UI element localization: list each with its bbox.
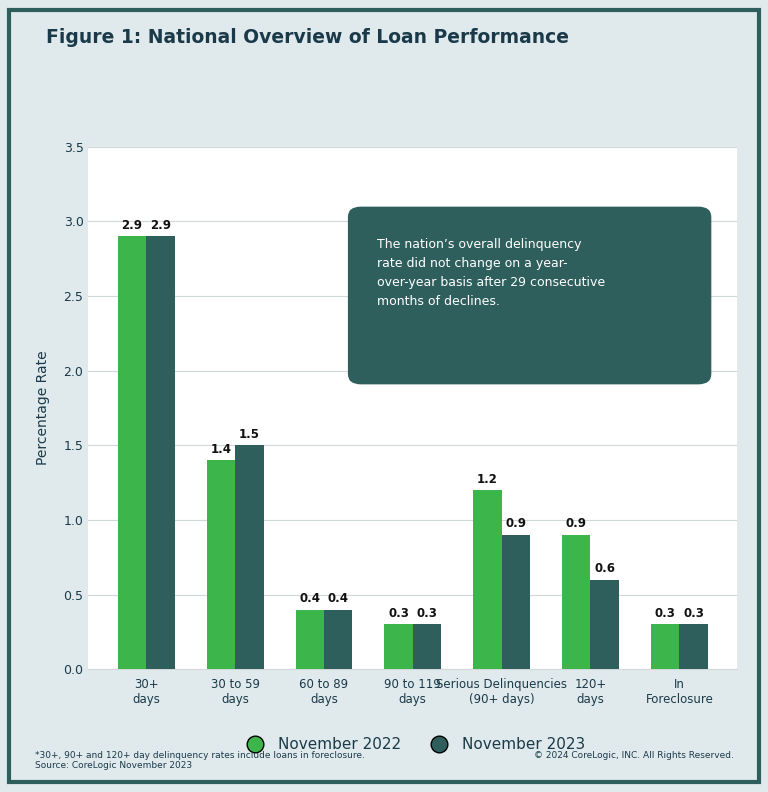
Bar: [591, 580, 619, 669]
Bar: [207, 460, 235, 669]
Text: 0.4: 0.4: [300, 592, 320, 605]
Text: 1.2: 1.2: [477, 473, 498, 485]
Text: 2.9: 2.9: [150, 219, 171, 231]
Text: *30+, 90+ and 120+ day delinquency rates include loans in foreclosure.
Source: C: *30+, 90+ and 120+ day delinquency rates…: [35, 751, 365, 770]
Bar: [384, 624, 412, 669]
Bar: [413, 624, 442, 669]
Bar: [562, 535, 591, 669]
Text: The nation’s overall delinquency
rate did not change on a year-
over-year basis : The nation’s overall delinquency rate di…: [377, 238, 605, 308]
Text: 0.6: 0.6: [594, 562, 615, 575]
Bar: [651, 624, 680, 669]
Text: 0.3: 0.3: [654, 607, 676, 620]
Text: 0.9: 0.9: [505, 517, 526, 531]
Bar: [296, 610, 324, 669]
Text: 2.9: 2.9: [121, 219, 143, 231]
Text: © 2024 CoreLogic, INC. All Rights Reserved.: © 2024 CoreLogic, INC. All Rights Reserv…: [534, 751, 733, 760]
Text: 0.9: 0.9: [566, 517, 587, 531]
Bar: [118, 236, 146, 669]
Bar: [146, 236, 174, 669]
Text: 0.3: 0.3: [388, 607, 409, 620]
Bar: [235, 445, 263, 669]
Text: 1.4: 1.4: [210, 443, 231, 455]
Bar: [502, 535, 530, 669]
Y-axis label: Percentage Rate: Percentage Rate: [35, 351, 50, 465]
Text: 0.3: 0.3: [683, 607, 704, 620]
Text: 1.5: 1.5: [239, 428, 260, 440]
Bar: [680, 624, 708, 669]
Bar: [324, 610, 353, 669]
Text: Figure 1: National Overview of Loan Performance: Figure 1: National Overview of Loan Perf…: [46, 28, 569, 47]
Legend: November 2022, November 2023: November 2022, November 2023: [233, 731, 592, 758]
FancyBboxPatch shape: [348, 207, 711, 384]
Text: 0.4: 0.4: [328, 592, 349, 605]
Text: 0.3: 0.3: [416, 607, 438, 620]
Bar: [473, 490, 502, 669]
